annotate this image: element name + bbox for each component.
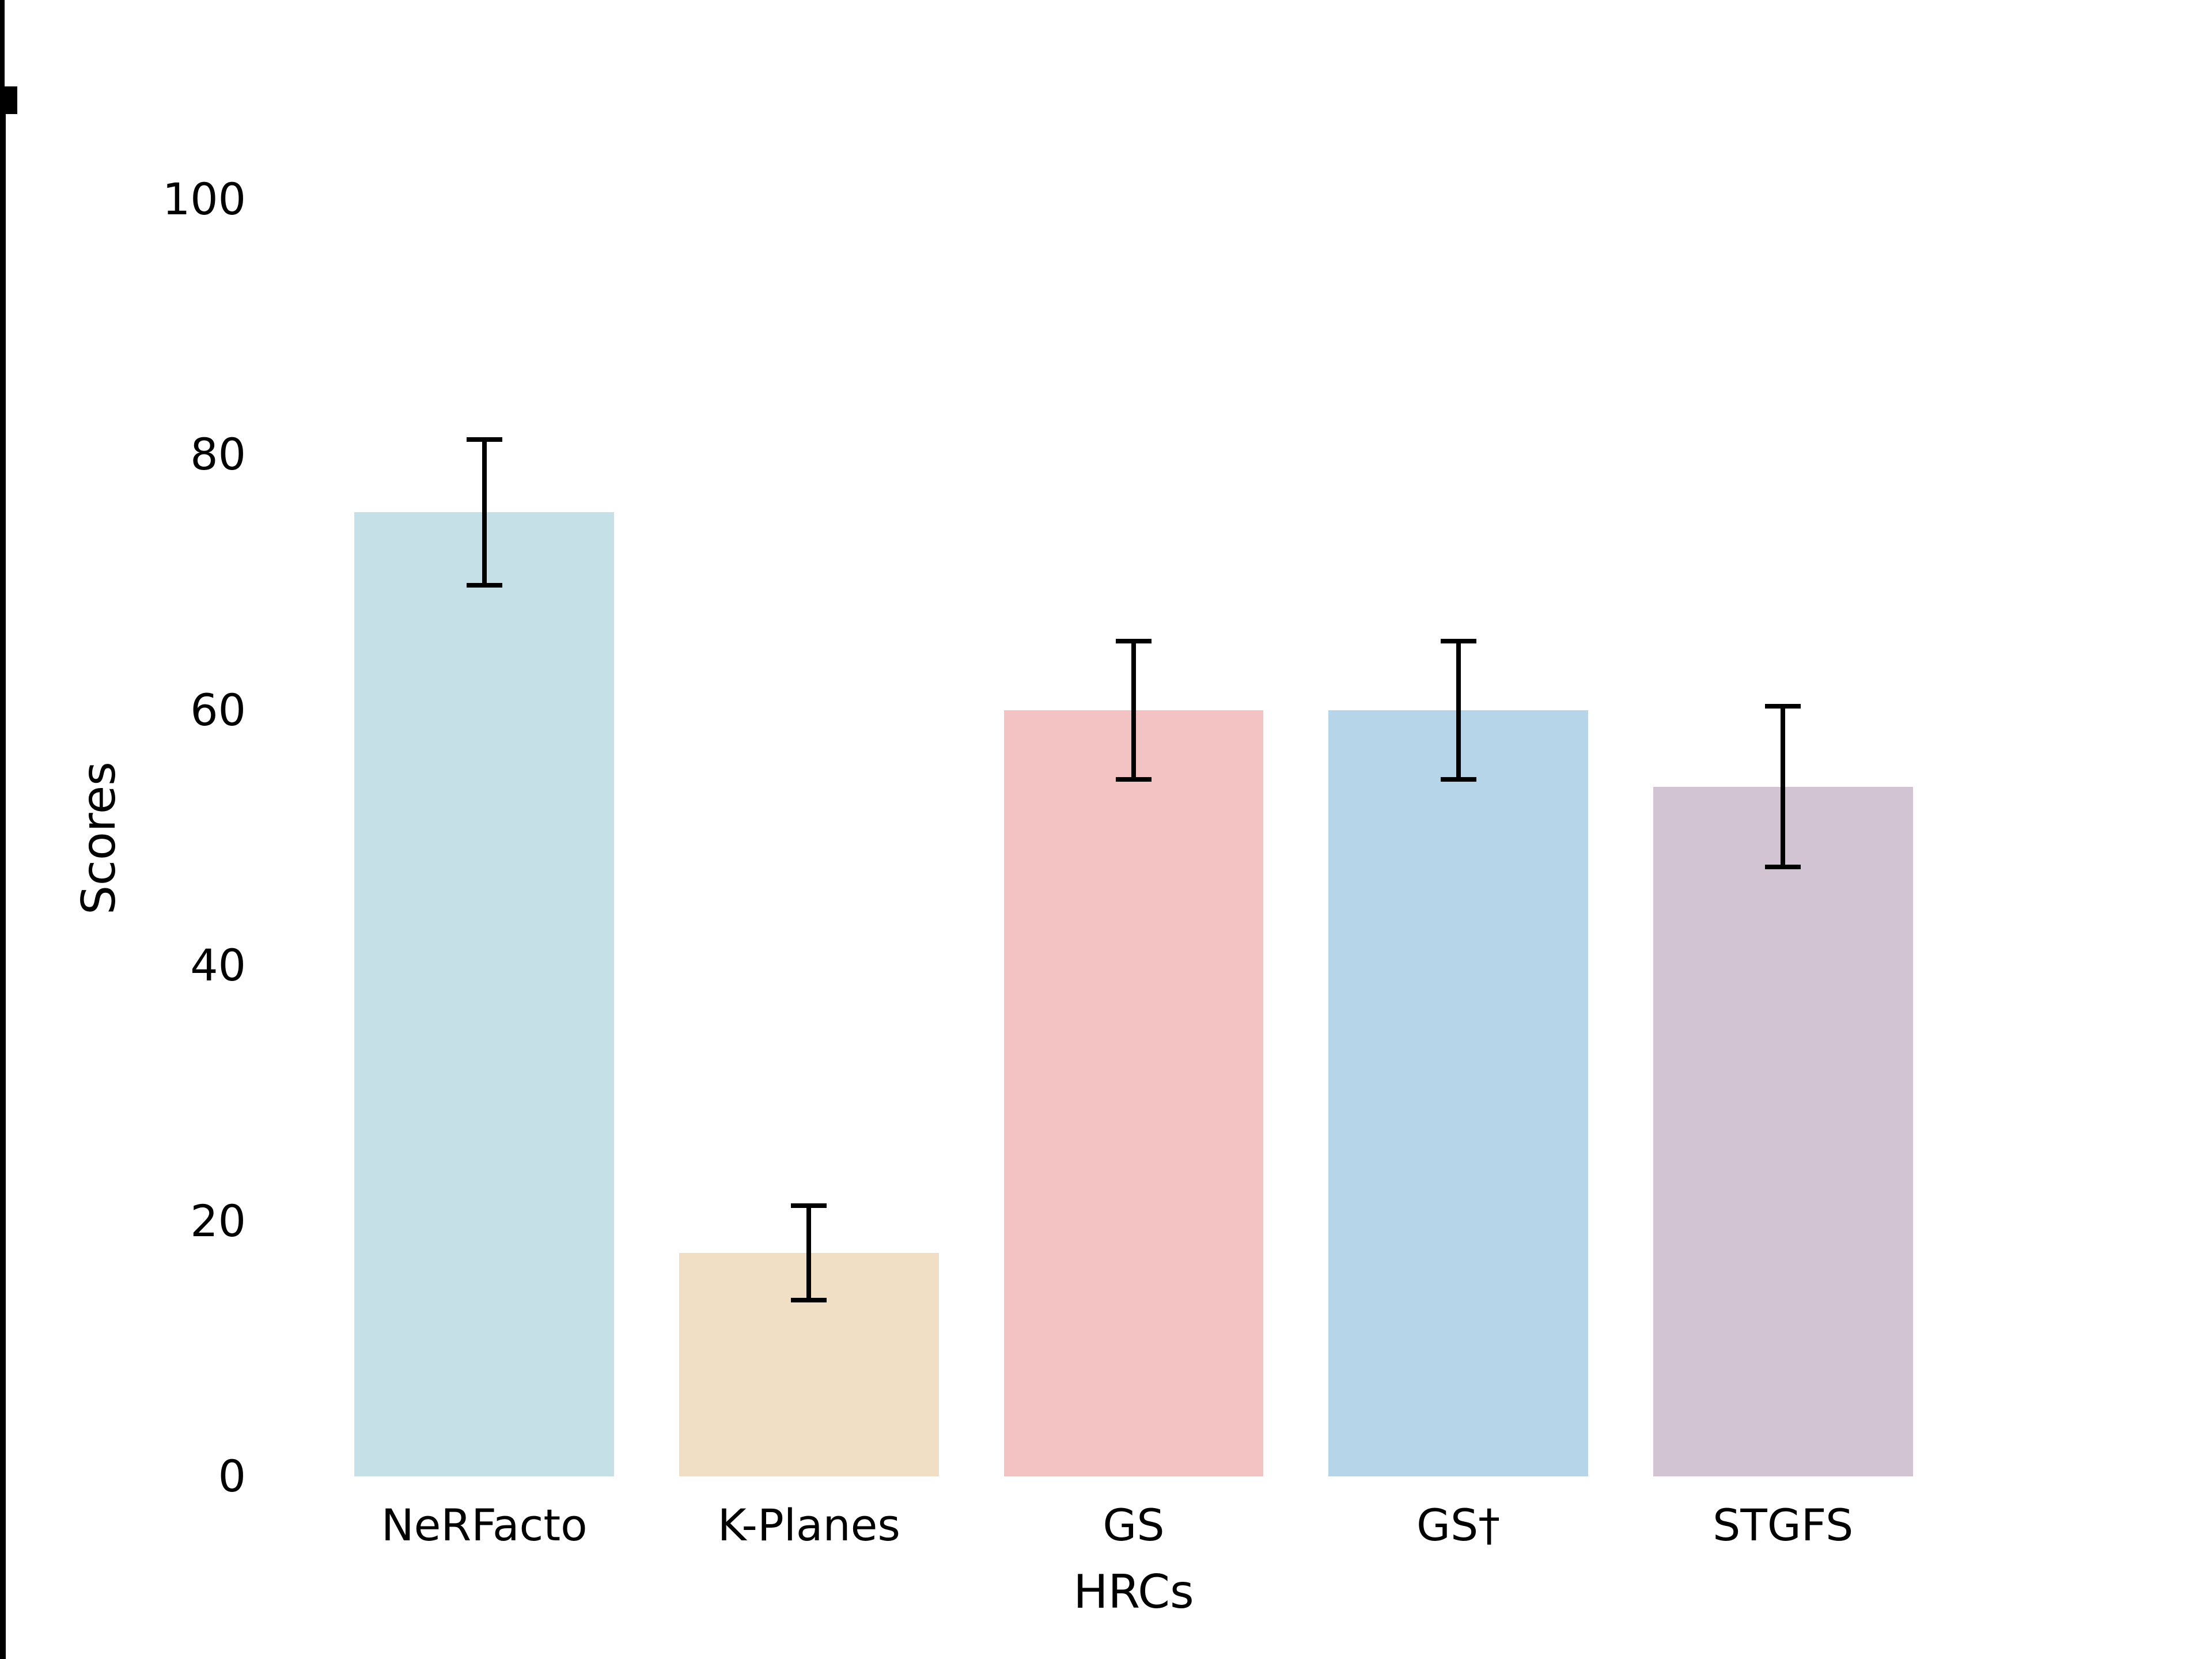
y-tick-60 (0, 100, 17, 105)
x-tick-label-GS: GS (1103, 1499, 1165, 1551)
error-bar-cap-bottom-K-Planes (791, 1298, 827, 1303)
x-tick-label-NeRFacto: NeRFacto (381, 1499, 588, 1551)
y-axis-label: Scores (72, 762, 126, 915)
error-bar-cap-bottom-GS† (1440, 777, 1476, 782)
x-tick-label-K-Planes: K-Planes (717, 1499, 901, 1551)
y-tick-40 (0, 96, 17, 100)
error-bar-cap-top-GS† (1440, 639, 1476, 644)
bar-STGFS (1653, 786, 1913, 1476)
y-tick-label-60: 60 (190, 684, 246, 736)
y-tick-label-20: 20 (190, 1195, 246, 1247)
x-tick-label-GS†: GS† (1416, 1499, 1501, 1551)
error-bar-cap-top-NeRFacto (466, 437, 502, 442)
left-spine (0, 114, 6, 1397)
y-tick-label-40: 40 (190, 940, 246, 991)
error-bar-cap-top-K-Planes (791, 1203, 827, 1208)
x-tick-label-STGFS: STGFS (1713, 1499, 1854, 1551)
error-bar-GS† (1456, 641, 1461, 779)
error-bar-cap-bottom-STGFS (1765, 865, 1801, 870)
y-tick-20 (0, 91, 17, 96)
error-bar-GS (1131, 641, 1136, 779)
x-tick-STGFS (0, 69, 5, 86)
x-tick-GS (0, 35, 5, 52)
bar-NeRFacto (354, 512, 615, 1476)
x-axis-label: HRCs (1073, 1565, 1194, 1619)
error-bar-cap-bottom-NeRFacto (466, 582, 502, 588)
y-tick-80 (0, 105, 17, 109)
y-tick-100 (0, 109, 17, 114)
x-tick-NeRFacto (0, 0, 5, 17)
x-tick-GS† (0, 52, 5, 69)
error-bar-cap-bottom-GS (1116, 777, 1152, 782)
x-tick-K-Planes (0, 17, 5, 35)
error-bar-K-Planes (806, 1205, 812, 1301)
bar-GS† (1328, 710, 1589, 1476)
bar-GS (1003, 710, 1264, 1476)
error-bar-NeRFacto (482, 439, 487, 585)
y-tick-label-80: 80 (190, 429, 246, 480)
y-tick-0 (0, 86, 17, 91)
error-bar-STGFS (1781, 706, 1786, 868)
error-bar-cap-top-GS (1116, 639, 1152, 644)
right-spine (0, 1397, 6, 1659)
y-tick-label-100: 100 (162, 173, 246, 225)
y-tick-label-0: 0 (218, 1450, 246, 1502)
error-bar-cap-top-STGFS (1765, 704, 1801, 709)
